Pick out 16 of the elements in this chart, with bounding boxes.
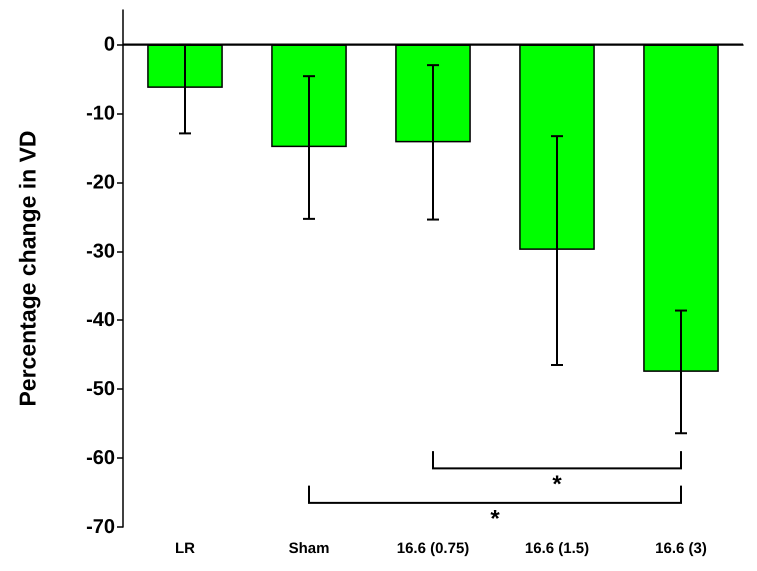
y-tick-label: -20 [86, 171, 115, 194]
y-tick-label: -70 [86, 516, 115, 538]
annotation: * [490, 505, 500, 532]
y-axis-title: Percentage change in VD [14, 130, 40, 407]
y-tick-label: -10 [86, 102, 115, 124]
x-tick-label: LR [175, 540, 196, 557]
y-tick-label: 0 [104, 33, 115, 56]
y-tick-label: -50 [86, 378, 115, 400]
x-tick-label: Sham [288, 540, 330, 557]
x-tick-label: 16.6 (1.5) [524, 540, 590, 557]
x-tick-label: 16.6 (0.75) [396, 540, 470, 557]
y-tick-label: -60 [86, 447, 115, 470]
annotation: * [552, 470, 562, 498]
y-tick-label: -30 [86, 240, 115, 262]
y-tick-label: -40 [86, 309, 115, 332]
x-tick-label: 16.6 (3) [655, 540, 707, 557]
